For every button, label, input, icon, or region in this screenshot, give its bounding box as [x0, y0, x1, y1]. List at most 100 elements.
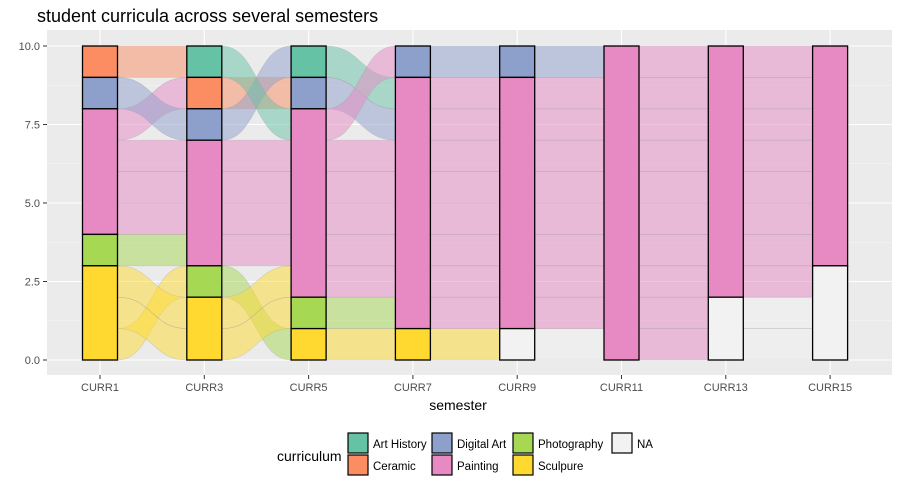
legend-key-sculpure	[512, 454, 534, 476]
flow-painting-curr7	[430, 171, 500, 204]
flow-painting-curr3	[221, 171, 292, 204]
flow-painting-curr5	[325, 234, 396, 267]
legend-key-ceramic	[347, 454, 369, 476]
flow-na-curr13	[743, 328, 813, 361]
flow-painting-curr13	[743, 77, 813, 110]
flow-painting-curr11	[638, 108, 709, 141]
legend-label-na: NA	[637, 439, 653, 451]
flow-painting-curr13	[743, 265, 813, 298]
x-tick-label-curr1: CURR1	[81, 382, 119, 394]
stratum-digital-art-curr1	[81, 76, 119, 110]
legend-label-photography: Photography	[538, 439, 603, 451]
legend-key-painting	[431, 454, 453, 476]
x-tick-label-curr15: CURR15	[808, 382, 852, 394]
legend-label-painting: Painting	[457, 461, 499, 473]
stratum-sculpure-curr7	[394, 327, 432, 361]
flow-painting-curr11	[638, 77, 709, 110]
x-tick-label-curr7: CURR7	[394, 382, 432, 394]
stratum-painting-curr13	[707, 45, 744, 298]
legend-key-na	[611, 432, 633, 454]
stratum-photography-curr3	[186, 265, 223, 298]
flow-painting-curr7	[430, 265, 500, 298]
stratum-sculpure-curr3	[186, 296, 223, 361]
stratum-bars	[81, 45, 849, 361]
stratum-na-curr15	[811, 265, 849, 361]
flow-sculpure-curr7	[430, 328, 500, 361]
flow-na-curr13	[743, 296, 813, 329]
legend-key-photography	[512, 432, 534, 454]
legend-label-art-history: Art History	[373, 439, 427, 451]
stratum-sculpure-curr5	[290, 327, 327, 361]
stratum-ceramic-curr1	[81, 45, 119, 79]
x-tick-label-curr3: CURR3	[185, 382, 223, 394]
legend-label-digital-art: Digital Art	[457, 439, 507, 451]
flow-painting-curr11	[638, 45, 709, 78]
chart-title: student curricula across several semeste…	[37, 6, 378, 26]
flow-ceramic-curr1	[117, 45, 188, 78]
stratum-painting-curr5	[290, 108, 327, 298]
stratum-ceramic-curr3	[186, 76, 223, 110]
flow-painting-curr1	[117, 202, 188, 235]
flow-photography-curr5	[325, 296, 396, 329]
x-tick-label-curr13: CURR13	[704, 382, 748, 394]
x-tick-label-curr11: CURR11	[600, 382, 643, 394]
stratum-art-history-curr5	[290, 45, 327, 79]
flow-painting-curr13	[743, 45, 813, 78]
x-axis: CURR1 CURR3 CURR5 CURR7 CURR9 CURR11 CURR13 CUR…	[81, 375, 852, 394]
flow-digital-art-curr7	[430, 45, 500, 78]
flow-painting-curr7	[430, 202, 500, 235]
x-axis-title: semester	[429, 397, 487, 413]
flow-painting-curr1	[117, 171, 188, 204]
flow-painting-curr9	[534, 77, 605, 110]
flow-painting-curr9	[534, 234, 605, 267]
stratum-photography-curr5	[290, 296, 327, 330]
flow-painting-curr3	[221, 202, 292, 235]
flow-painting-curr11	[638, 296, 709, 329]
flow-painting-curr11	[638, 265, 709, 298]
legend-key-art-history	[347, 432, 369, 454]
flow-painting-curr9	[534, 139, 605, 172]
flow-painting-curr11	[638, 234, 709, 267]
flow-painting-curr11	[638, 171, 709, 204]
flow-painting-curr11	[638, 139, 709, 172]
flows	[117, 45, 813, 361]
legend: curriculum Art History Ceramic Digital Art…	[277, 432, 653, 476]
flow-na-curr9	[534, 328, 605, 361]
flow-painting-curr7	[430, 234, 500, 267]
y-tick-label: 5.0	[25, 198, 40, 210]
flow-painting-curr11	[638, 202, 709, 235]
flow-painting-curr5	[325, 265, 396, 298]
legend-key-digital-art	[431, 432, 453, 454]
flow-painting-curr3	[221, 234, 292, 267]
y-tick-label: 10.0	[19, 41, 40, 53]
stratum-painting-curr11	[603, 45, 640, 361]
legend-title: curriculum	[277, 448, 342, 464]
y-tick-label: 2.5	[25, 277, 40, 289]
legend-label-sculpure: Sculpure	[538, 461, 583, 473]
stratum-painting-curr1	[81, 108, 119, 236]
flow-digital-art-curr9	[534, 45, 605, 78]
flow-painting-curr5	[325, 202, 396, 235]
flow-painting-curr9	[534, 265, 605, 298]
y-axis: 0.0 2.5 5.0 7.5 10.0	[19, 41, 47, 367]
x-tick-label-curr5: CURR5	[290, 382, 328, 394]
y-tick-label: 0.0	[25, 355, 40, 367]
stratum-sculpure-curr1	[81, 265, 119, 361]
x-tick-label-curr9: CURR9	[498, 382, 536, 394]
flow-painting-curr1	[117, 139, 188, 172]
flow-painting-curr7	[430, 77, 500, 110]
flow-painting-curr5	[325, 171, 396, 204]
y-tick-label: 7.5	[25, 120, 40, 132]
stratum-painting-curr7	[394, 76, 432, 330]
flow-painting-curr5	[325, 139, 396, 172]
stratum-digital-art-curr5	[290, 76, 327, 110]
flow-painting-curr9	[534, 296, 605, 329]
stratum-na-curr9	[499, 327, 536, 361]
flow-painting-curr9	[534, 171, 605, 204]
stratum-painting-curr15	[811, 45, 849, 267]
stratum-painting-curr3	[186, 139, 223, 267]
flow-painting-curr7	[430, 296, 500, 329]
flow-painting-curr13	[743, 171, 813, 204]
stratum-painting-curr9	[499, 76, 536, 330]
